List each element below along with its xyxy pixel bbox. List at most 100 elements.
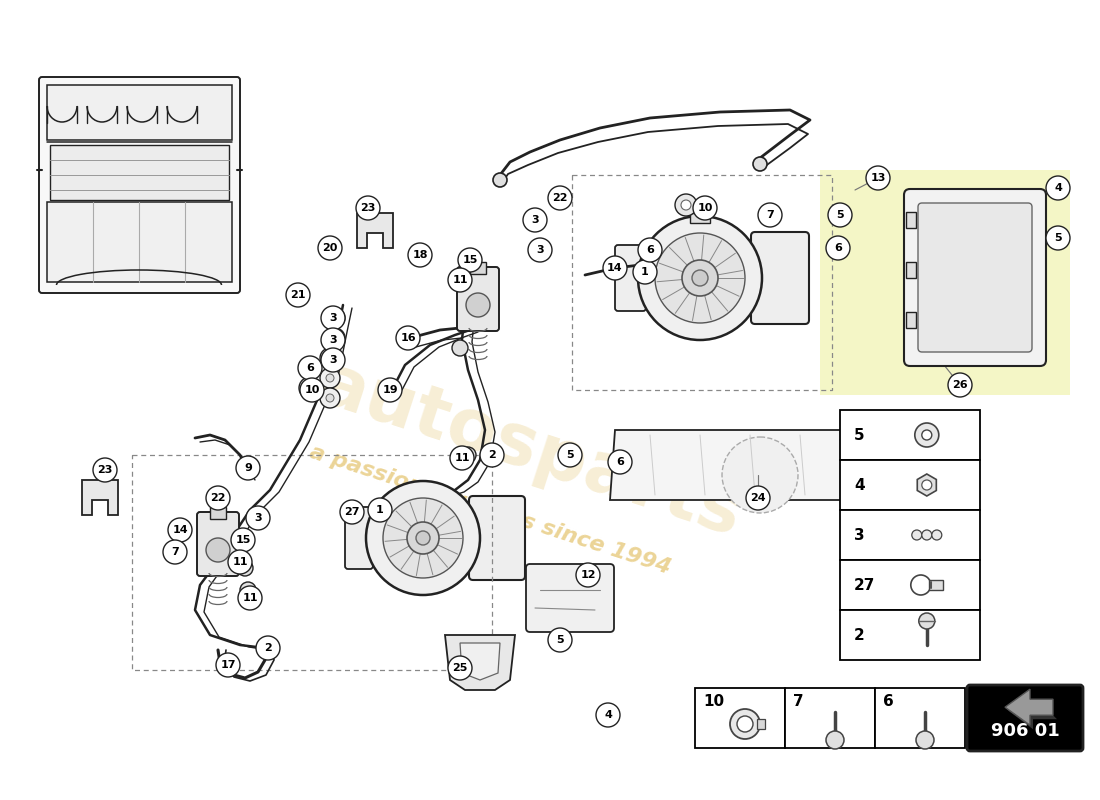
- Circle shape: [216, 653, 240, 677]
- Circle shape: [828, 203, 852, 227]
- Circle shape: [321, 328, 345, 352]
- Circle shape: [450, 446, 474, 470]
- Polygon shape: [358, 213, 393, 248]
- Text: 10: 10: [697, 203, 713, 213]
- Text: 7: 7: [172, 547, 179, 557]
- Circle shape: [922, 530, 932, 540]
- Circle shape: [596, 703, 620, 727]
- Circle shape: [326, 354, 334, 362]
- Circle shape: [826, 731, 844, 749]
- Text: 3: 3: [329, 355, 337, 365]
- Circle shape: [693, 196, 717, 220]
- Text: 4: 4: [1054, 183, 1062, 193]
- Text: 6: 6: [616, 457, 624, 467]
- Circle shape: [206, 538, 230, 562]
- Bar: [906, 262, 916, 278]
- FancyBboxPatch shape: [751, 232, 808, 324]
- Text: 4: 4: [604, 710, 612, 720]
- Text: 27: 27: [344, 507, 360, 517]
- Text: 5: 5: [566, 450, 574, 460]
- FancyBboxPatch shape: [197, 512, 239, 576]
- Bar: [840, 410, 980, 460]
- Text: 8: 8: [854, 425, 862, 435]
- Circle shape: [675, 194, 697, 216]
- Text: 21: 21: [290, 290, 306, 300]
- Text: 10: 10: [305, 385, 320, 395]
- Circle shape: [300, 378, 324, 402]
- Text: 6: 6: [883, 694, 893, 710]
- Bar: [928, 580, 943, 590]
- Text: 1: 1: [641, 267, 649, 277]
- Text: 906 01: 906 01: [991, 722, 1059, 740]
- Bar: [210, 507, 225, 519]
- Circle shape: [826, 236, 850, 260]
- Circle shape: [632, 260, 657, 284]
- Circle shape: [256, 636, 280, 660]
- Text: 20: 20: [322, 243, 338, 253]
- Circle shape: [608, 450, 632, 474]
- Bar: [690, 213, 710, 223]
- Circle shape: [922, 430, 932, 440]
- Text: 2: 2: [488, 450, 496, 460]
- Text: autosparts: autosparts: [309, 349, 750, 551]
- Circle shape: [638, 216, 762, 340]
- Circle shape: [321, 348, 345, 372]
- Polygon shape: [917, 474, 936, 496]
- FancyBboxPatch shape: [345, 507, 373, 569]
- Text: 3: 3: [329, 335, 337, 345]
- Text: 25: 25: [452, 663, 468, 673]
- Circle shape: [378, 378, 402, 402]
- FancyBboxPatch shape: [918, 203, 1032, 352]
- Bar: [47, 202, 232, 282]
- Circle shape: [240, 582, 256, 598]
- Text: 7: 7: [766, 210, 774, 220]
- Text: 14: 14: [607, 263, 623, 273]
- Circle shape: [466, 293, 490, 317]
- Circle shape: [458, 248, 482, 272]
- Text: 24: 24: [750, 493, 766, 503]
- Text: 22: 22: [210, 493, 225, 503]
- Circle shape: [932, 530, 942, 540]
- Circle shape: [407, 522, 439, 554]
- Circle shape: [915, 423, 938, 447]
- Circle shape: [168, 518, 192, 542]
- Circle shape: [320, 388, 340, 408]
- Polygon shape: [1005, 690, 1053, 726]
- Circle shape: [576, 563, 600, 587]
- Text: 5: 5: [557, 635, 564, 645]
- Circle shape: [356, 196, 380, 220]
- Text: 9: 9: [244, 463, 252, 473]
- Circle shape: [318, 236, 342, 260]
- Circle shape: [448, 656, 472, 680]
- Circle shape: [299, 377, 321, 399]
- Text: 2: 2: [854, 627, 865, 642]
- Text: 27: 27: [854, 578, 876, 593]
- Polygon shape: [446, 635, 515, 690]
- Circle shape: [246, 506, 270, 530]
- Circle shape: [654, 233, 745, 323]
- Circle shape: [603, 256, 627, 280]
- Circle shape: [1046, 226, 1070, 250]
- Circle shape: [320, 368, 340, 388]
- Circle shape: [911, 575, 931, 595]
- Text: 17: 17: [220, 660, 235, 670]
- Text: a passion for parts since 1994: a passion for parts since 1994: [307, 442, 673, 578]
- Circle shape: [493, 173, 507, 187]
- Bar: [840, 560, 980, 610]
- Circle shape: [231, 528, 255, 552]
- Text: 11: 11: [242, 593, 257, 603]
- Bar: [572, 175, 832, 390]
- Circle shape: [922, 480, 932, 490]
- Circle shape: [286, 283, 310, 307]
- Text: 13: 13: [870, 173, 886, 183]
- Text: 6: 6: [306, 363, 313, 373]
- Text: 4: 4: [854, 478, 865, 493]
- Bar: [785, 688, 874, 748]
- Text: 15: 15: [462, 255, 477, 265]
- Text: 3: 3: [536, 245, 543, 255]
- Bar: [840, 510, 980, 560]
- FancyBboxPatch shape: [39, 77, 240, 293]
- Circle shape: [1046, 176, 1070, 200]
- Circle shape: [206, 486, 230, 510]
- Circle shape: [737, 716, 754, 732]
